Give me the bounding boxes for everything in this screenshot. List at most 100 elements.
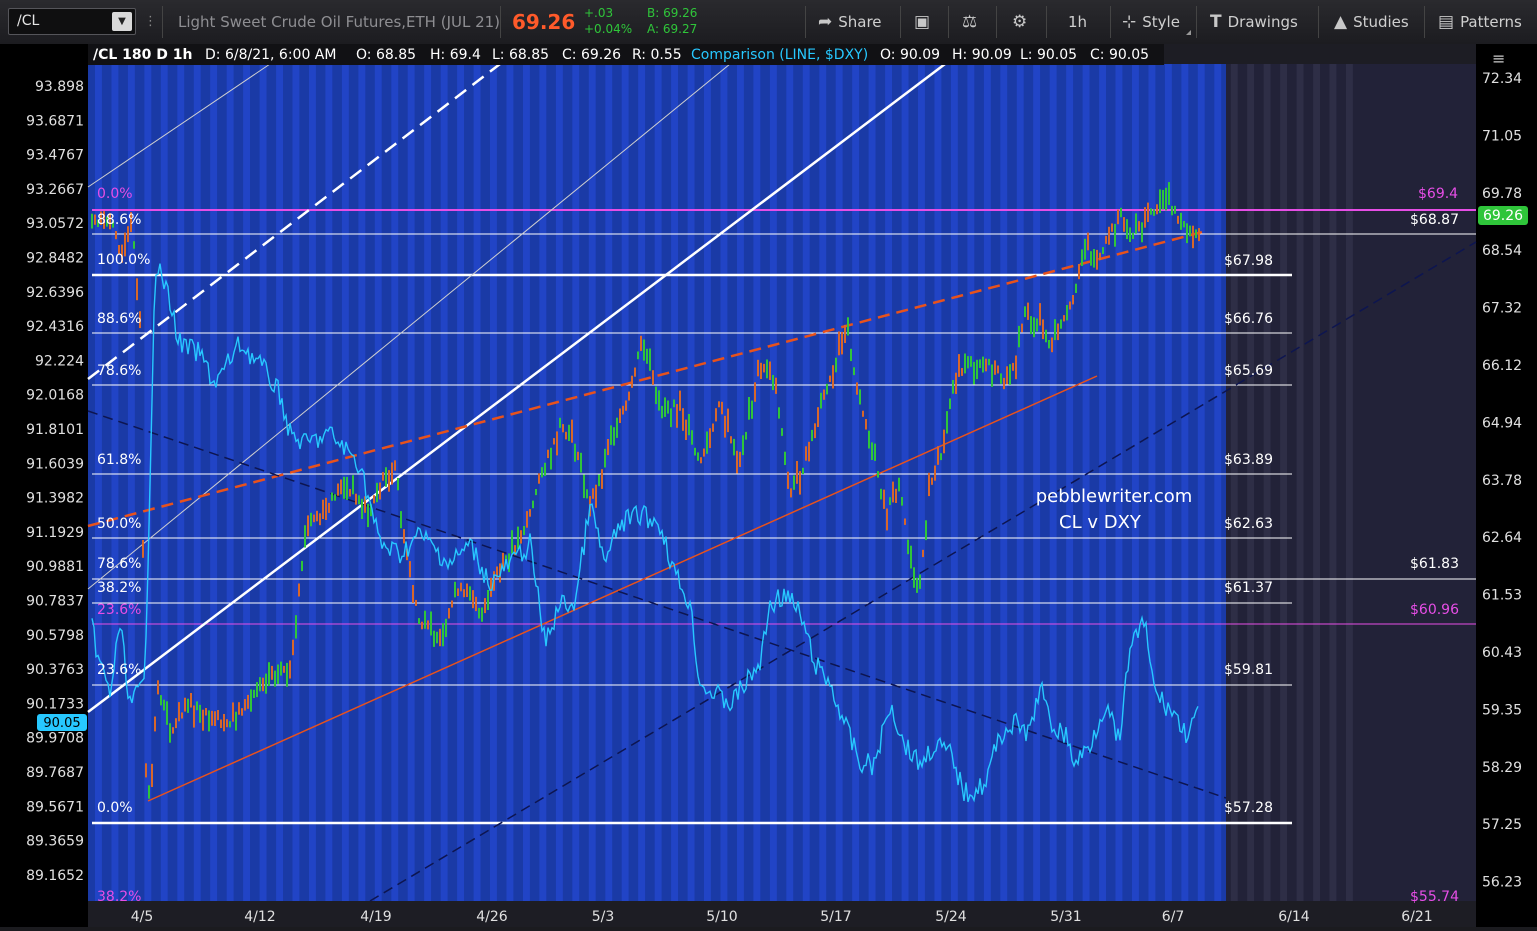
- price-chart[interactable]: 0.0% 88.6% 100.0% 88.6% 78.6% 61.8% 50.0% 78.6%…: [0, 44, 1537, 927]
- rising-trendline: [87, 63, 946, 713]
- expand-axis-icon: ≡: [1492, 49, 1505, 68]
- share-label: Share: [838, 13, 882, 31]
- session-stripe: [193, 64, 201, 901]
- divider: [900, 6, 901, 38]
- legend-item: L: 90.05: [1020, 47, 1077, 63]
- divider: [1424, 6, 1425, 38]
- divider: [162, 6, 163, 38]
- style-button[interactable]: ⊹ Style: [1122, 0, 1180, 44]
- watermark-line-2: CL v DXY: [1059, 512, 1142, 533]
- session-stripe: [1132, 64, 1139, 901]
- left-axis-tick: 92.0168: [26, 388, 84, 404]
- session-stripe: [901, 64, 909, 901]
- price-level-label: $66.76: [1224, 311, 1273, 327]
- bid-price: B: 69.26: [647, 6, 698, 20]
- session-stripe: [144, 64, 152, 901]
- left-axis-tick: 90.1733: [26, 696, 84, 712]
- session-stripe: [918, 64, 925, 901]
- chevron-down-icon[interactable]: ▼: [112, 12, 132, 31]
- divider: [1046, 6, 1047, 38]
- session-stripe: [1214, 64, 1222, 901]
- settings-button[interactable]: ⚙: [1012, 0, 1033, 44]
- session-stripe: [1181, 64, 1189, 901]
- patterns-button[interactable]: ▤ Patterns: [1438, 0, 1522, 44]
- flask-button[interactable]: ⚖: [962, 0, 983, 44]
- session-stripe: [769, 64, 777, 901]
- fib-level-label: 38.2%: [97, 580, 141, 596]
- session-stripe: [555, 64, 563, 901]
- drawings-label: Drawings: [1227, 13, 1298, 31]
- style-label: Style: [1142, 13, 1180, 31]
- legend-item: O: 68.85: [356, 47, 416, 63]
- x-axis-tick: 5/24: [935, 909, 967, 925]
- session-stripe: [95, 64, 102, 901]
- right-axis-tick: 61.53: [1482, 588, 1522, 604]
- left-axis-tick: 89.9708: [26, 731, 84, 747]
- price-change: +.03: [584, 6, 614, 20]
- session-stripe: [819, 64, 827, 901]
- session-stripe: [1000, 64, 1008, 901]
- session-stripe: [1049, 64, 1057, 901]
- session-stripe: [1148, 64, 1156, 901]
- right-axis-tick: 71.05: [1482, 128, 1522, 144]
- session-stripe: [1263, 64, 1271, 901]
- session-stripe: [572, 64, 580, 901]
- session-stripe: [473, 64, 481, 901]
- session-stripe: [391, 64, 399, 901]
- left-axis-tick: 93.898: [35, 79, 84, 95]
- x-axis-tick: 4/5: [131, 909, 154, 925]
- left-axis-tick: 93.0572: [26, 216, 84, 232]
- session-stripe: [440, 64, 448, 901]
- session-stripe: [885, 64, 892, 901]
- fib-level-label: 0.0%: [97, 186, 133, 202]
- right-axis-tick: 68.54: [1482, 243, 1522, 259]
- session-stripe: [1099, 64, 1106, 901]
- dxy-support-line: [369, 241, 1477, 902]
- session-stripe: [1066, 64, 1074, 901]
- toolbar: /CL ▼ ⋮ Light Sweet Crude Oil Futures,ET…: [0, 0, 1537, 45]
- fib-level-label: 38.2%: [97, 889, 141, 905]
- chart-area[interactable]: 0.0% 88.6% 100.0% 88.6% 78.6% 61.8% 50.0% 78.6%…: [0, 44, 1537, 927]
- fib-level-label: 50.0%: [97, 516, 141, 532]
- price-level-label: $61.37: [1224, 580, 1273, 596]
- x-axis-tick: 6/21: [1401, 909, 1432, 925]
- left-axis-tick: 93.2667: [26, 182, 84, 198]
- left-axis-tick: 91.8101: [26, 422, 84, 438]
- right-axis-tick: 57.25: [1482, 817, 1522, 833]
- price-change-pct: +0.04%: [584, 22, 633, 36]
- drawings-button[interactable]: T Drawings: [1210, 0, 1298, 44]
- symbol-input[interactable]: /CL ▼: [8, 8, 136, 35]
- share-button[interactable]: ➦ Share: [818, 0, 882, 44]
- session-stripe: [654, 64, 662, 901]
- fib-level-label: 88.6%: [97, 311, 141, 327]
- interval-button[interactable]: 1h: [1068, 13, 1088, 31]
- left-axis-tick: 93.4767: [26, 148, 84, 164]
- session-stripe: [539, 64, 547, 901]
- left-axis-tick: 91.1929: [26, 525, 84, 541]
- session-stripe: [424, 64, 432, 901]
- session-stripe: [309, 64, 316, 901]
- link-icon[interactable]: ⋮: [144, 14, 157, 29]
- left-axis-tick: 89.3659: [26, 834, 84, 850]
- left-axis-tick: 92.8482: [26, 251, 84, 267]
- price-level-label: $57.28: [1224, 800, 1273, 816]
- session-stripe: [868, 64, 876, 901]
- session-stripe: [210, 64, 218, 901]
- x-axis-tick: 5/31: [1050, 909, 1081, 925]
- flask-icon: ⚖: [962, 12, 978, 32]
- legend-item: H: 69.4: [430, 47, 481, 63]
- divider: [805, 6, 806, 38]
- studies-button[interactable]: ▲ Studies: [1334, 0, 1409, 44]
- left-axis-tick: 91.3982: [26, 491, 84, 507]
- screenshot-button[interactable]: ▣: [914, 0, 936, 44]
- session-stripe: [1313, 64, 1320, 901]
- price-level-label: $65.69: [1224, 363, 1273, 379]
- x-axis-tick: 4/12: [244, 909, 275, 925]
- x-axis-tick: 6/7: [1162, 909, 1185, 925]
- legend-item: D: 6/8/21, 6:00 AM: [205, 47, 336, 63]
- divider: [948, 6, 949, 38]
- session-stripe: [490, 64, 497, 901]
- legend-item: C: 69.26: [562, 47, 621, 63]
- legend-item: Comparison (LINE, $DXY): [691, 47, 868, 63]
- left-axis-tick: 90.3763: [26, 662, 84, 678]
